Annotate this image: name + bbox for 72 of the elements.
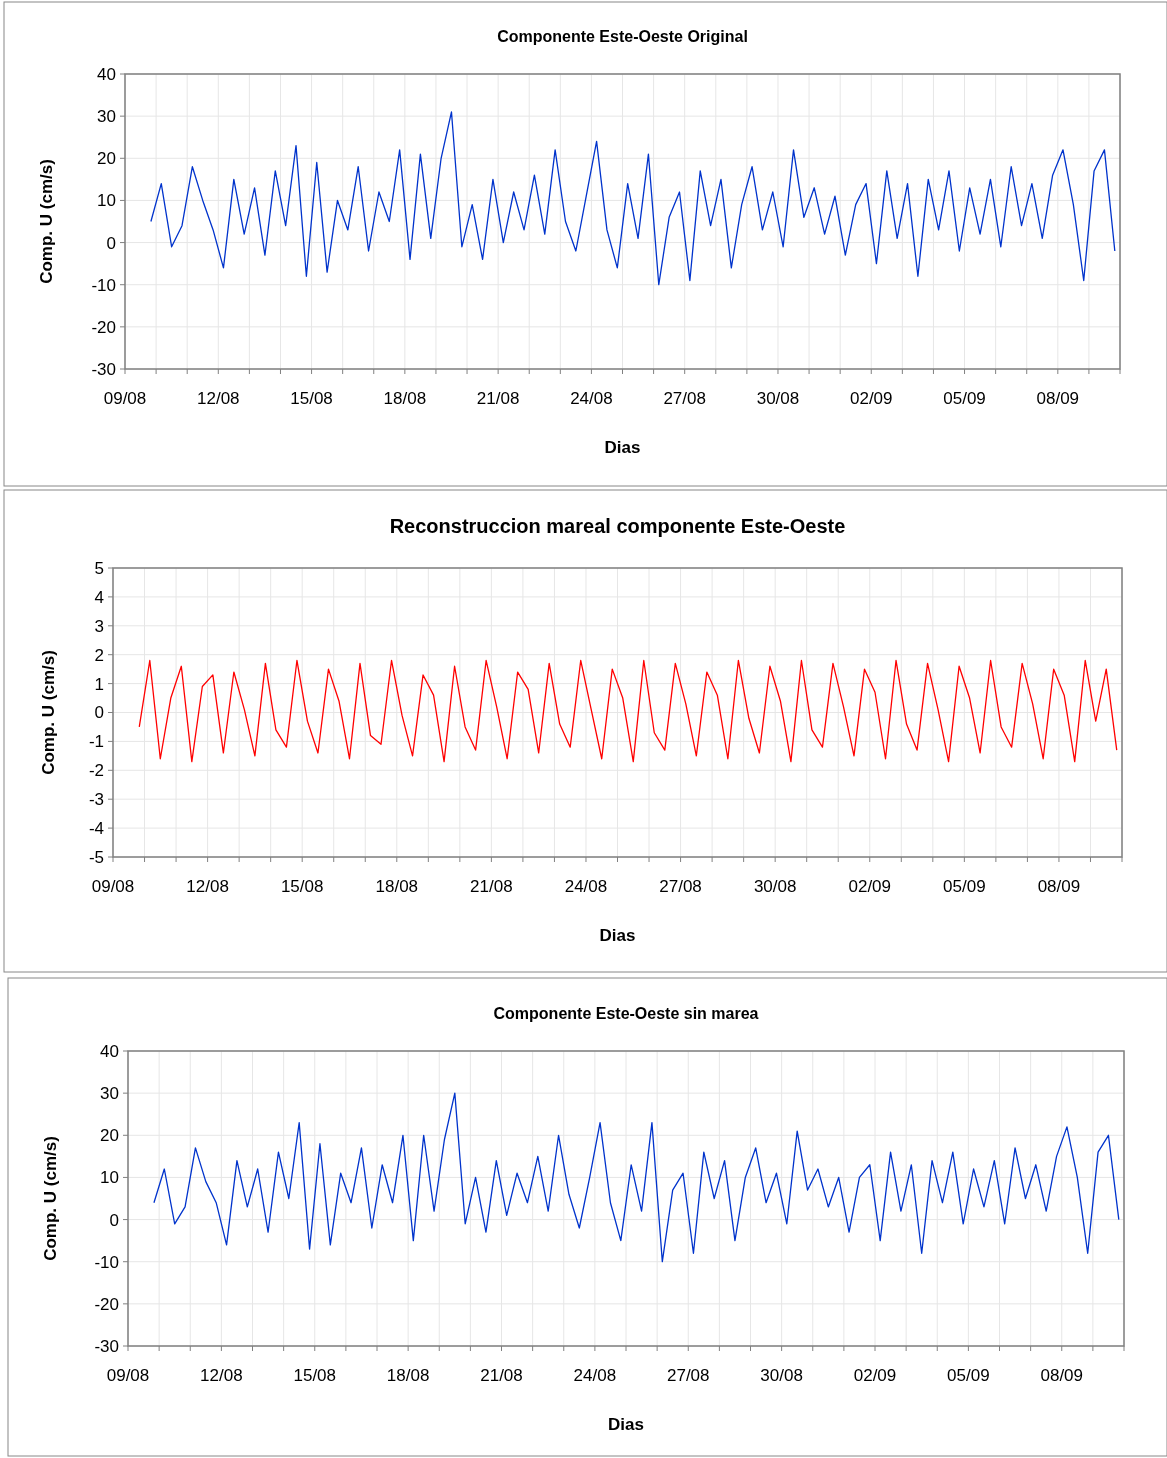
y-tick-label: 40 <box>97 64 116 84</box>
y-tick-label: -3 <box>88 790 104 810</box>
x-tick-label: 27/08 <box>666 1366 710 1385</box>
y-tick-label: 1 <box>94 674 104 694</box>
y-tick-label: -1 <box>88 732 104 752</box>
x-tick-label: 12/08 <box>186 877 229 896</box>
x-tick-label: 12/08 <box>197 389 240 408</box>
x-tick-label: 18/08 <box>386 1366 430 1385</box>
x-tick-label: 08/09 <box>1037 877 1081 896</box>
x-tick-label: 27/08 <box>659 877 702 896</box>
x-tick-label: 18/08 <box>383 389 427 408</box>
y-tick-label: 20 <box>100 1126 119 1146</box>
y-tick-label: -4 <box>88 819 104 839</box>
x-tick-label: 12/08 <box>200 1366 243 1385</box>
y-tick-label: 10 <box>100 1168 119 1188</box>
x-tick-label: 02/09 <box>848 877 892 896</box>
x-tick-label: 05/09 <box>947 1366 990 1385</box>
line-series <box>150 111 1116 286</box>
y-axis-title: Comp. U (cm/s) <box>39 650 58 775</box>
y-tick-label: -30 <box>94 1336 119 1356</box>
x-tick-label: 02/09 <box>849 389 893 408</box>
x-tick-label: 27/08 <box>663 389 706 408</box>
y-tick-label: 30 <box>100 1084 119 1104</box>
x-tick-label: 09/08 <box>103 389 147 408</box>
x-tick-label: 15/08 <box>293 1366 337 1385</box>
y-tick-label: 40 <box>100 1041 119 1061</box>
y-tick-label: 4 <box>94 587 104 607</box>
y-tick-label: 20 <box>97 149 116 169</box>
y-axis-title: Comp. U (cm/s) <box>41 1136 60 1261</box>
x-tick-label: 18/08 <box>375 877 419 896</box>
y-tick-label: -5 <box>88 847 104 867</box>
x-tick-label: 30/08 <box>756 389 800 408</box>
y-tick-label: -20 <box>94 1294 119 1314</box>
line-series <box>153 1092 1120 1263</box>
y-tick-label: -2 <box>88 761 104 781</box>
x-tick-label: 09/08 <box>91 877 135 896</box>
x-tick-label: 21/08 <box>476 389 520 408</box>
x-tick-label: 15/08 <box>290 389 333 408</box>
chart-title: Componente Este-Oeste Original <box>497 28 748 45</box>
chart-title: Componente Este-Oeste sin marea <box>493 1005 759 1022</box>
x-tick-label: 30/08 <box>753 877 797 896</box>
x-tick-label: 24/08 <box>564 877 608 896</box>
y-tick-label: -10 <box>94 1252 119 1272</box>
x-tick-label: 21/08 <box>470 877 513 896</box>
y-tick-label: -20 <box>91 317 116 337</box>
x-tick-label: 09/08 <box>106 1366 150 1385</box>
y-tick-label: 0 <box>94 703 104 723</box>
x-tick-label: 02/09 <box>853 1366 897 1385</box>
y-tick-label: 5 <box>94 558 104 578</box>
x-tick-label: 15/08 <box>280 877 324 896</box>
x-tick-label: 24/08 <box>573 1366 617 1385</box>
x-tick-label: 21/08 <box>480 1366 523 1385</box>
y-tick-label: 10 <box>97 191 116 211</box>
x-tick-label: 08/09 <box>1040 1366 1084 1385</box>
x-tick-label: 05/09 <box>943 389 986 408</box>
x-axis-title: Dias <box>604 438 641 457</box>
x-tick-label: 08/09 <box>1036 389 1080 408</box>
y-tick-label: 0 <box>109 1210 119 1230</box>
y-tick-label: 0 <box>106 233 116 253</box>
y-tick-label: 30 <box>97 107 116 127</box>
x-axis-title: Dias <box>599 926 636 945</box>
y-tick-label: -10 <box>91 275 116 295</box>
y-tick-label: 2 <box>94 645 104 665</box>
x-tick-label: 24/08 <box>570 389 613 408</box>
line-series <box>138 659 1118 763</box>
y-tick-label: -30 <box>91 359 116 379</box>
y-tick-label: 3 <box>94 616 104 636</box>
x-tick-label: 30/08 <box>760 1366 803 1385</box>
y-axis-title: Comp. U (cm/s) <box>37 159 56 284</box>
x-tick-label: 05/09 <box>943 877 986 896</box>
x-axis-title: Dias <box>608 1415 644 1434</box>
chart-title: Reconstruccion mareal componente Este-Oeste <box>389 515 846 537</box>
